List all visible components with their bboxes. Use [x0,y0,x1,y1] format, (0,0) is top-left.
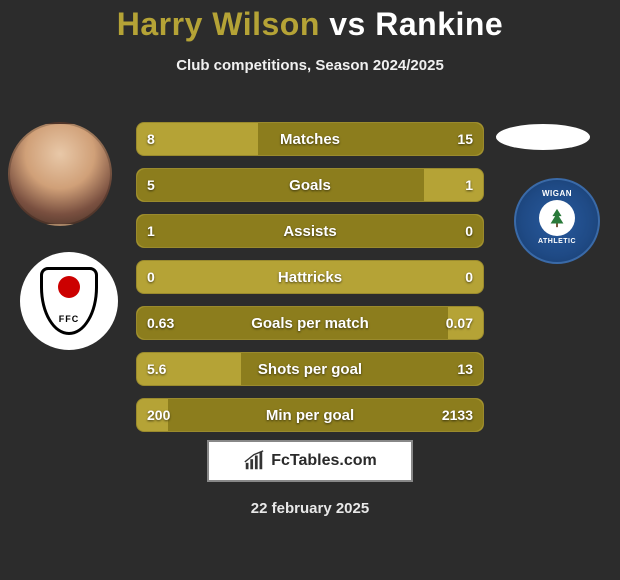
comparison-chart: 815Matches 51Goals 10Assists 00Hattricks 0.6… [136,122,484,444]
stat-label: Assists [137,215,483,247]
stat-row: 00Hattricks [136,260,484,294]
footer-brand: FcTables.com [207,440,413,482]
stat-label: Hattricks [137,261,483,293]
player1-name: Harry Wilson [117,6,320,42]
stat-row: 10Assists [136,214,484,248]
stat-label: Goals [137,169,483,201]
stat-label: Goals per match [137,307,483,339]
chart-icon [243,450,265,472]
subtitle: Club competitions, Season 2024/2025 [0,57,620,74]
player2-club-badge: WIGAN ATHLETIC [514,178,600,264]
stat-row: 0.630.07Goals per match [136,306,484,340]
date-text: 22 february 2025 [0,500,620,517]
stat-label: Matches [137,123,483,155]
stat-label: Min per goal [137,399,483,431]
stat-row: 5.613Shots per goal [136,352,484,386]
wigan-text-bottom: ATHLETIC [538,238,576,245]
stat-label: Shots per goal [137,353,483,385]
player1-club-badge [20,252,118,350]
page-title: Harry Wilson vs Rankine [0,0,620,43]
wigan-text-top: WIGAN [542,189,572,198]
vs-text: vs [329,6,366,42]
footer-brand-text: FcTables.com [271,452,377,470]
stat-row: 2002133Min per goal [136,398,484,432]
player2-name: Rankine [375,6,503,42]
player2-avatar [496,124,590,150]
player1-avatar [8,122,112,226]
stat-row: 51Goals [136,168,484,202]
wigan-tree-icon [539,200,575,236]
fulham-shield-icon [40,267,98,335]
stat-row: 815Matches [136,122,484,156]
